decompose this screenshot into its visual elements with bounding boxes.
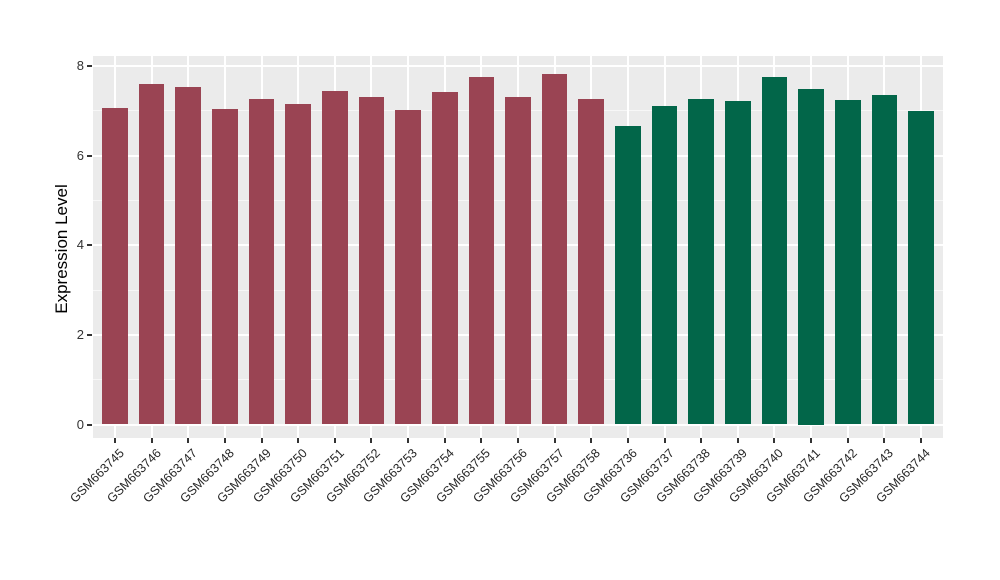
bar-GSM663751 <box>321 91 348 425</box>
x-tick <box>187 438 190 443</box>
x-tick <box>370 438 373 443</box>
bar-GSM663754 <box>431 92 458 425</box>
x-tick <box>810 438 813 443</box>
x-tick <box>663 438 666 443</box>
bar-GSM663758 <box>578 98 605 425</box>
y-tick <box>87 423 92 426</box>
bar-GSM663753 <box>395 110 421 425</box>
x-tick <box>333 438 336 443</box>
y-tick <box>87 333 92 336</box>
bar-GSM663748 <box>212 108 238 425</box>
x-tick <box>260 438 263 443</box>
y-tick-label: 8 <box>76 58 84 74</box>
y-tick <box>87 154 92 157</box>
bar-GSM663756 <box>505 96 531 425</box>
x-tick <box>736 438 739 443</box>
y-tick <box>87 65 92 68</box>
y-tick-label: 4 <box>76 237 84 253</box>
bar-GSM663742 <box>834 100 861 425</box>
bar-GSM663749 <box>248 98 275 425</box>
x-tick <box>297 438 300 443</box>
bar-GSM663757 <box>541 73 568 425</box>
x-tick <box>113 438 116 443</box>
y-tick-label: 6 <box>76 147 84 163</box>
bar-GSM663740 <box>761 76 788 425</box>
bar-GSM663739 <box>725 100 751 425</box>
x-tick <box>700 438 703 443</box>
x-tick <box>480 438 483 443</box>
x-tick <box>150 438 153 443</box>
bar-GSM663755 <box>468 76 495 425</box>
bar-GSM663750 <box>285 104 311 425</box>
bar-GSM663743 <box>871 94 898 425</box>
bar-GSM663736 <box>615 125 641 425</box>
bar-GSM663746 <box>138 83 165 425</box>
bar-GSM663744 <box>908 110 934 425</box>
bar-GSM663737 <box>651 105 678 425</box>
x-tick <box>626 438 629 443</box>
x-tick <box>883 438 886 443</box>
bar-GSM663738 <box>688 98 714 425</box>
x-tick <box>517 438 519 443</box>
y-tick-label: 0 <box>76 416 84 432</box>
bar-GSM663745 <box>102 107 128 425</box>
y-tick-label: 2 <box>76 326 84 342</box>
plot-panel <box>93 56 943 438</box>
x-tick <box>590 438 593 443</box>
x-tick <box>920 438 923 443</box>
bar-GSM663741 <box>798 88 824 425</box>
x-tick <box>407 438 410 443</box>
x-tick <box>553 438 556 443</box>
x-tick <box>443 438 446 443</box>
bar-GSM663747 <box>175 86 202 425</box>
x-tick <box>223 438 226 443</box>
x-tick <box>846 438 849 443</box>
bar-GSM663752 <box>358 97 385 425</box>
y-tick <box>87 244 92 247</box>
x-tick <box>773 438 776 443</box>
